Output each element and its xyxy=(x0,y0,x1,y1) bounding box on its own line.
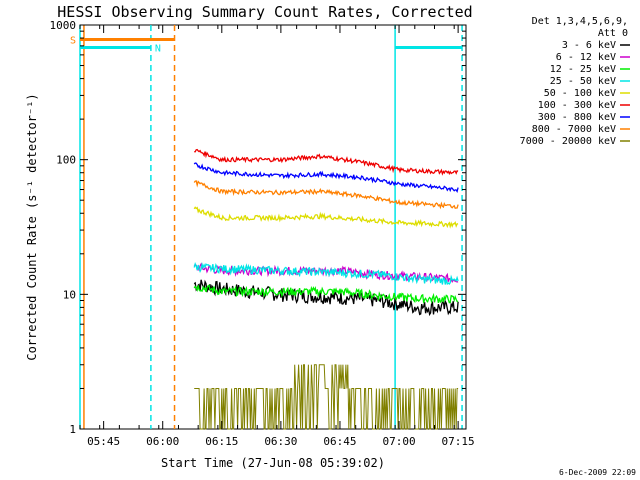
series-line xyxy=(194,364,459,430)
footer-timestamp: 6-Dec-2009 22:09 xyxy=(559,468,636,477)
legend-entry-label: 800 - 7000 keV xyxy=(532,124,616,135)
chart-title: HESSI Observing Summary Count Rates, Cor… xyxy=(57,3,472,21)
legend-entry-label: 50 - 100 keV xyxy=(544,88,616,99)
x-tick-label: 05:45 xyxy=(87,435,120,448)
series-line xyxy=(193,279,459,317)
legend-entry-label: 100 - 300 keV xyxy=(538,100,616,111)
series-line xyxy=(193,206,459,229)
series-line xyxy=(194,148,459,176)
x-tick-label: 06:00 xyxy=(146,435,179,448)
x-axis: 05:45 06:00 06:15 06:30 06:45 07:00 07:15 xyxy=(79,25,475,448)
x-tick-label: 06:15 xyxy=(205,435,238,448)
plot-border xyxy=(79,24,467,430)
y-axis-label: Corrected Count Rate (s⁻¹ detector⁻¹) xyxy=(25,93,39,360)
series-group xyxy=(193,148,459,430)
flag-label: N xyxy=(155,44,161,55)
y-tick-label: 100 xyxy=(56,154,76,167)
legend-entry-label: 6 - 12 keV xyxy=(556,52,616,63)
legend-entry-label: 7000 - 20000 keV xyxy=(520,136,616,147)
x-tick-label: 07:15 xyxy=(442,435,475,448)
time-markers xyxy=(79,25,463,429)
flag-label: S xyxy=(70,36,76,47)
observing-flags: SN xyxy=(70,36,463,55)
series-line xyxy=(193,180,459,210)
x-tick-label: 07:00 xyxy=(382,435,415,448)
legend-entry-label: 25 - 50 keV xyxy=(550,76,616,87)
legend-header: Det 1,3,4,5,6,9, xyxy=(532,16,628,27)
series-line xyxy=(193,162,459,193)
legend-header: Att 0 xyxy=(598,28,628,39)
legend-entry-label: 3 - 6 keV xyxy=(562,40,616,51)
y-tick-label: 1 xyxy=(69,423,76,436)
x-tick-label: 06:30 xyxy=(264,435,297,448)
plot-area xyxy=(79,24,467,430)
x-tick-label: 06:45 xyxy=(323,435,356,448)
series-line xyxy=(193,261,459,286)
y-axis: 1 10 100 1000 xyxy=(50,19,466,436)
y-tick-label: 1000 xyxy=(50,19,77,32)
legend-entry-label: 12 - 25 keV xyxy=(550,64,616,75)
y-tick-label: 10 xyxy=(63,288,76,301)
series-line xyxy=(193,284,459,304)
x-axis-label: Start Time (27-Jun-08 05:39:02) xyxy=(161,456,385,470)
legend-entry-label: 300 - 800 keV xyxy=(538,112,616,123)
